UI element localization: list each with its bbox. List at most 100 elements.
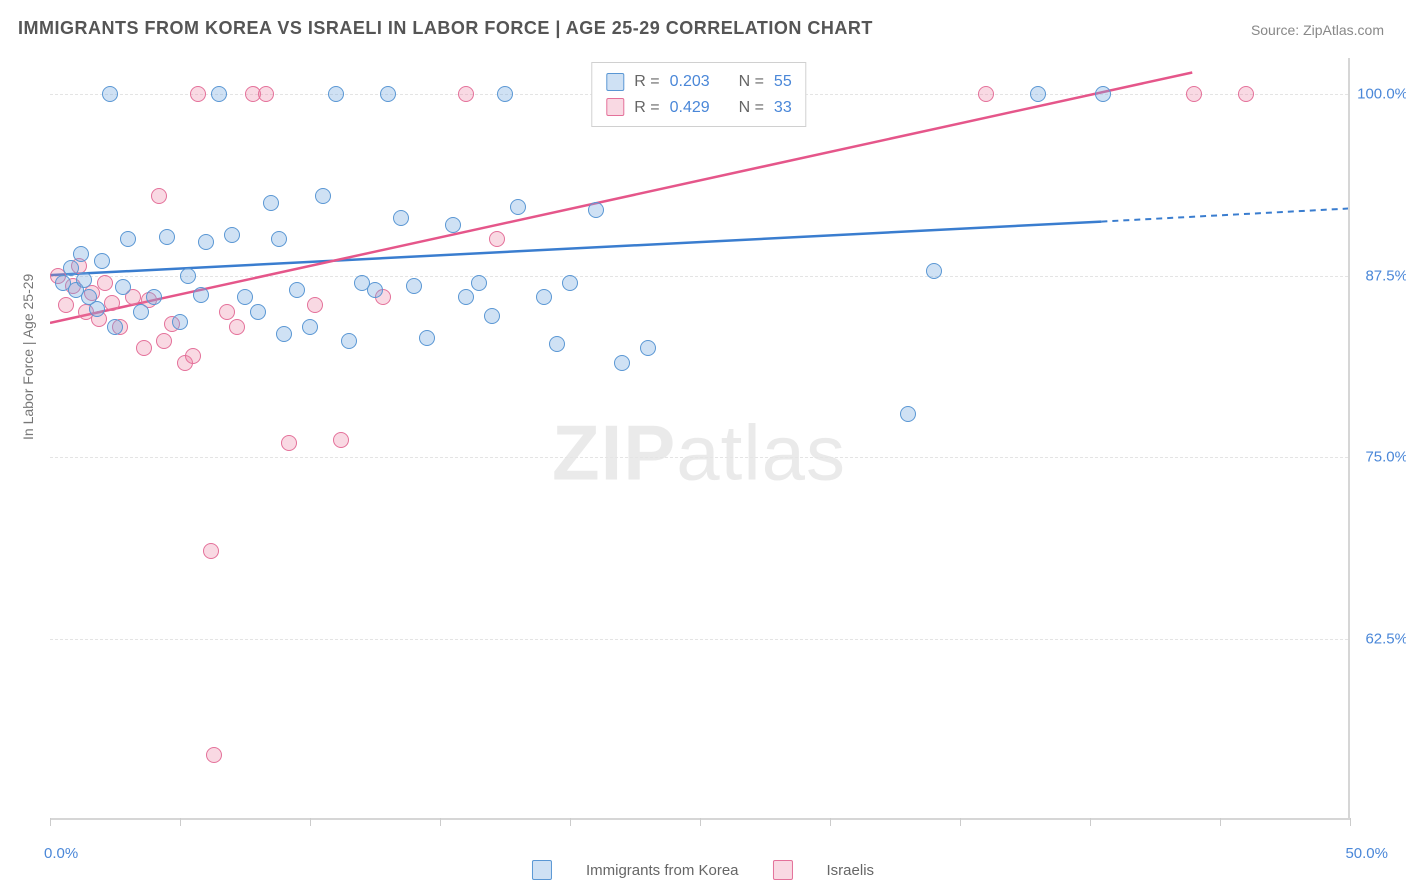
data-point (926, 263, 942, 279)
data-point (375, 289, 391, 305)
data-point (159, 229, 175, 245)
data-point (367, 282, 383, 298)
x-tick-mark (310, 818, 311, 826)
data-point (125, 289, 141, 305)
data-point (81, 289, 97, 305)
data-point (91, 311, 107, 327)
n-label: N = (739, 69, 764, 95)
data-point (133, 304, 149, 320)
data-point (172, 314, 188, 330)
data-point (307, 297, 323, 313)
scatter-points (50, 58, 1348, 818)
data-point (97, 275, 113, 291)
y-tick-label: 100.0% (1357, 86, 1406, 103)
data-point (141, 292, 157, 308)
data-point (94, 253, 110, 269)
stat-row-israelis: R = 0.429 N = 33 (606, 95, 791, 121)
swatch-israelis (606, 98, 624, 116)
data-point (78, 304, 94, 320)
n-label: N = (739, 95, 764, 121)
data-point (146, 289, 162, 305)
data-point (640, 340, 656, 356)
legend-label-korea: Immigrants from Korea (586, 862, 739, 879)
x-tick-mark (440, 818, 441, 826)
x-tick-mark (180, 818, 181, 826)
x-tick-mark (1090, 818, 1091, 826)
legend-swatch-korea (532, 860, 552, 880)
data-point (549, 336, 565, 352)
data-point (112, 319, 128, 335)
x-tick-0: 0.0% (44, 845, 78, 862)
x-tick-mark (830, 818, 831, 826)
data-point (333, 432, 349, 448)
data-point (115, 279, 131, 295)
data-point (489, 231, 505, 247)
data-point (198, 234, 214, 250)
data-point (63, 260, 79, 276)
data-point (151, 188, 167, 204)
y-tick-label: 87.5% (1365, 267, 1406, 284)
data-point (562, 275, 578, 291)
legend-label-israelis: Israelis (827, 862, 875, 879)
data-point (58, 297, 74, 313)
stat-legend: R = 0.203 N = 55 R = 0.429 N = 33 (591, 62, 806, 127)
data-point (73, 246, 89, 262)
data-point (536, 289, 552, 305)
data-point (445, 217, 461, 233)
grid-h (50, 457, 1348, 458)
data-point (203, 543, 219, 559)
data-point (276, 326, 292, 342)
data-point (89, 301, 105, 317)
data-point (164, 316, 180, 332)
swatch-korea (606, 73, 624, 91)
data-point (406, 278, 422, 294)
data-point (250, 304, 266, 320)
data-point (281, 435, 297, 451)
data-point (76, 272, 92, 288)
watermark-bold: ZIP (552, 409, 676, 497)
data-point (263, 195, 279, 211)
data-point (193, 287, 209, 303)
y-axis-title: In Labor Force | Age 25-29 (20, 274, 36, 440)
data-point (120, 231, 136, 247)
data-point (177, 355, 193, 371)
data-point (354, 275, 370, 291)
trend-lines (50, 58, 1348, 818)
data-point (588, 202, 604, 218)
data-point (419, 330, 435, 346)
data-point (68, 282, 84, 298)
watermark-light: atlas (676, 409, 846, 497)
data-point (471, 275, 487, 291)
data-point (614, 355, 630, 371)
data-point (224, 227, 240, 243)
data-point (315, 188, 331, 204)
x-tick-mark (960, 818, 961, 826)
source-label: Source: ZipAtlas.com (1251, 22, 1384, 38)
y-tick-label: 62.5% (1365, 630, 1406, 647)
stat-row-korea: R = 0.203 N = 55 (606, 69, 791, 95)
r-label: R = (634, 95, 659, 121)
data-point (107, 319, 123, 335)
data-point (84, 285, 100, 301)
watermark: ZIPatlas (552, 408, 846, 499)
x-tick-mark (1350, 818, 1351, 826)
x-tick-mark (570, 818, 571, 826)
y-tick-label: 75.0% (1365, 449, 1406, 466)
data-point (229, 319, 245, 335)
grid-h (50, 276, 1348, 277)
x-tick-mark (50, 818, 51, 826)
data-point (206, 747, 222, 763)
data-point (393, 210, 409, 226)
data-point (302, 319, 318, 335)
n-value-israelis: 33 (774, 95, 792, 121)
data-point (341, 333, 357, 349)
r-value-israelis: 0.429 (670, 95, 710, 121)
data-point (484, 308, 500, 324)
r-value-korea: 0.203 (670, 69, 710, 95)
x-tick-mark (1220, 818, 1221, 826)
data-point (271, 231, 287, 247)
data-point (219, 304, 235, 320)
data-point (185, 348, 201, 364)
legend-swatch-israelis (773, 860, 793, 880)
n-value-korea: 55 (774, 69, 792, 95)
